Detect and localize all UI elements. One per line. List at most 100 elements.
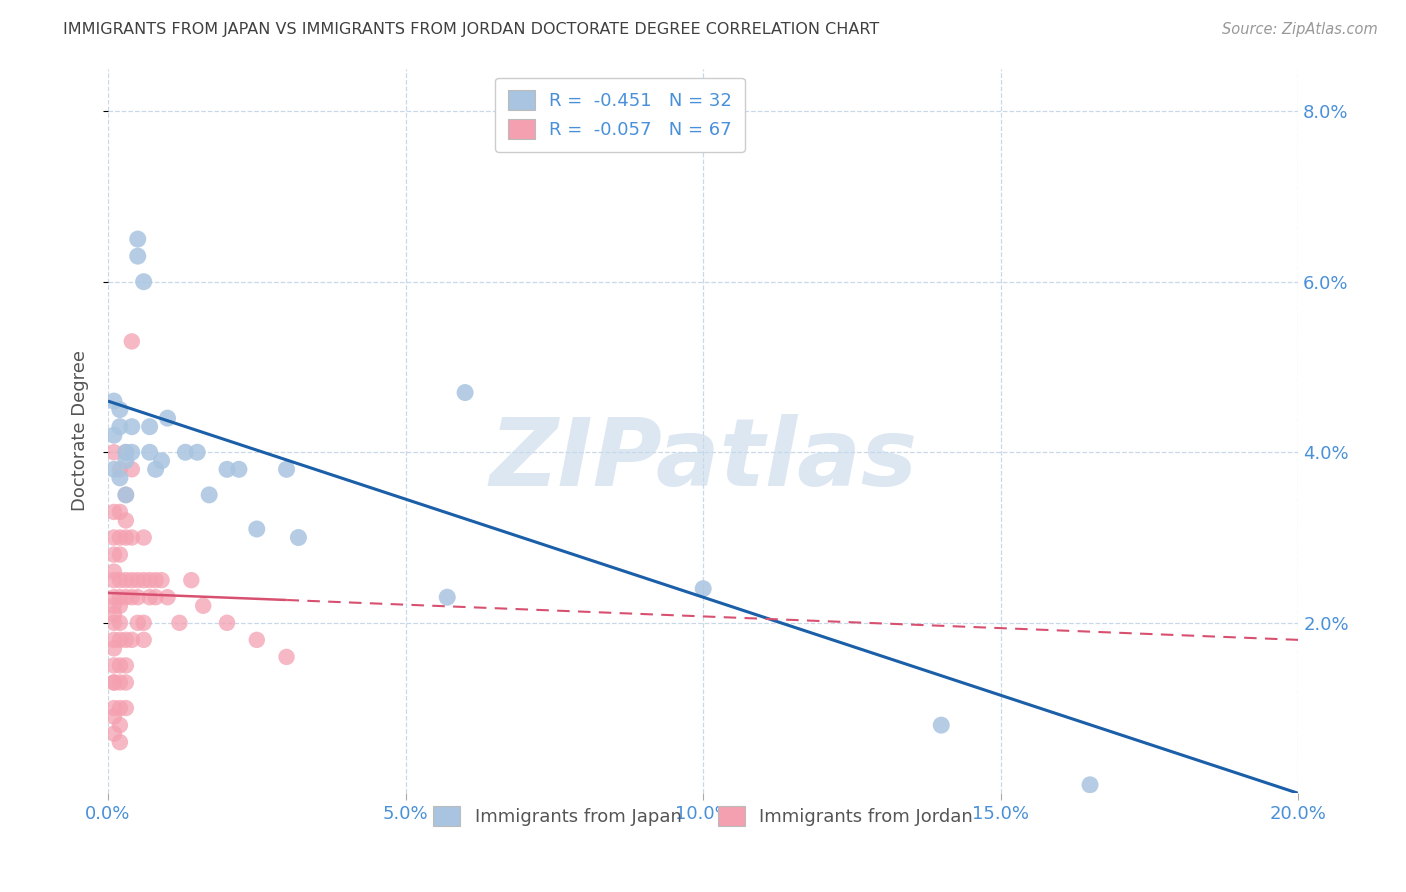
- Point: [169, 615, 191, 630]
- Point: [150, 573, 173, 587]
- Point: [127, 615, 149, 630]
- Point: [103, 658, 125, 673]
- Point: [103, 641, 125, 656]
- Point: [145, 591, 167, 605]
- Point: [115, 701, 138, 715]
- Point: [108, 632, 131, 647]
- Point: [103, 632, 125, 647]
- Point: [103, 599, 125, 613]
- Point: [929, 718, 952, 732]
- Point: [103, 445, 125, 459]
- Point: [103, 462, 125, 476]
- Text: ZIPatlas: ZIPatlas: [489, 414, 917, 506]
- Point: [132, 531, 155, 545]
- Point: [215, 615, 238, 630]
- Point: [103, 428, 125, 442]
- Point: [138, 445, 160, 459]
- Point: [121, 445, 143, 459]
- Point: [174, 445, 197, 459]
- Text: Source: ZipAtlas.com: Source: ZipAtlas.com: [1222, 22, 1378, 37]
- Point: [108, 531, 131, 545]
- Y-axis label: Doctorate Degree: Doctorate Degree: [72, 351, 89, 511]
- Point: [103, 505, 125, 519]
- Point: [121, 632, 143, 647]
- Legend: Immigrants from Japan, Immigrants from Jordan: Immigrants from Japan, Immigrants from J…: [425, 797, 981, 835]
- Point: [115, 658, 138, 673]
- Point: [115, 445, 138, 459]
- Point: [115, 573, 138, 587]
- Point: [1078, 778, 1101, 792]
- Point: [103, 607, 125, 622]
- Point: [276, 649, 298, 664]
- Point: [108, 735, 131, 749]
- Point: [132, 275, 155, 289]
- Point: [193, 599, 215, 613]
- Point: [132, 615, 155, 630]
- Point: [108, 505, 131, 519]
- Point: [108, 573, 131, 587]
- Point: [121, 573, 143, 587]
- Point: [103, 709, 125, 723]
- Point: [115, 675, 138, 690]
- Point: [103, 548, 125, 562]
- Point: [108, 548, 131, 562]
- Point: [108, 615, 131, 630]
- Point: [115, 632, 138, 647]
- Point: [115, 454, 138, 468]
- Point: [103, 573, 125, 587]
- Point: [138, 591, 160, 605]
- Point: [156, 411, 179, 425]
- Point: [115, 488, 138, 502]
- Point: [108, 462, 131, 476]
- Point: [198, 488, 221, 502]
- Point: [287, 531, 309, 545]
- Point: [180, 573, 202, 587]
- Point: [103, 675, 125, 690]
- Point: [115, 513, 138, 527]
- Point: [121, 462, 143, 476]
- Point: [215, 462, 238, 476]
- Point: [108, 718, 131, 732]
- Point: [103, 726, 125, 740]
- Point: [138, 419, 160, 434]
- Point: [454, 385, 477, 400]
- Text: IMMIGRANTS FROM JAPAN VS IMMIGRANTS FROM JORDAN DOCTORATE DEGREE CORRELATION CHA: IMMIGRANTS FROM JAPAN VS IMMIGRANTS FROM…: [63, 22, 880, 37]
- Point: [276, 462, 298, 476]
- Point: [127, 249, 149, 263]
- Point: [145, 573, 167, 587]
- Point: [186, 445, 208, 459]
- Point: [246, 522, 269, 536]
- Point: [692, 582, 714, 596]
- Point: [121, 531, 143, 545]
- Point: [103, 615, 125, 630]
- Point: [156, 591, 179, 605]
- Point: [115, 488, 138, 502]
- Point: [115, 531, 138, 545]
- Point: [103, 531, 125, 545]
- Point: [108, 658, 131, 673]
- Point: [145, 462, 167, 476]
- Point: [108, 402, 131, 417]
- Point: [436, 591, 458, 605]
- Point: [108, 591, 131, 605]
- Point: [108, 471, 131, 485]
- Point: [132, 573, 155, 587]
- Point: [132, 632, 155, 647]
- Point: [138, 573, 160, 587]
- Point: [127, 232, 149, 246]
- Point: [103, 701, 125, 715]
- Point: [108, 599, 131, 613]
- Point: [121, 591, 143, 605]
- Point: [150, 454, 173, 468]
- Point: [246, 632, 269, 647]
- Point: [103, 565, 125, 579]
- Point: [103, 394, 125, 409]
- Point: [103, 591, 125, 605]
- Point: [115, 591, 138, 605]
- Point: [115, 445, 138, 459]
- Point: [108, 701, 131, 715]
- Point: [103, 675, 125, 690]
- Point: [121, 334, 143, 349]
- Point: [121, 419, 143, 434]
- Point: [127, 591, 149, 605]
